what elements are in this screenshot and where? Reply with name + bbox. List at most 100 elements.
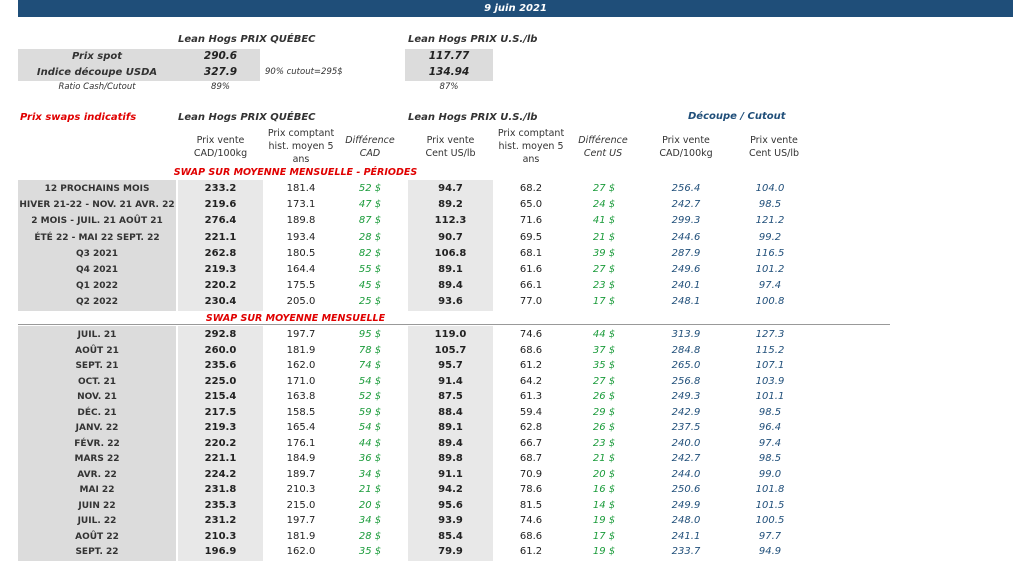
us-sale-cell: 95.7	[438, 360, 463, 371]
swaps-cutout-header: Découpe / Cutout	[688, 111, 786, 122]
us-diff-cell: 19 $	[592, 515, 616, 526]
row-label-cell: MAI 22	[79, 485, 115, 495]
us-sale-cell: 106.8	[434, 247, 467, 259]
us-sale-cell: 89.2	[438, 199, 463, 211]
qc-hist-cell: 215.0	[286, 499, 316, 511]
section-divider	[18, 324, 890, 325]
cutout-us-cell: 98.5	[758, 199, 782, 211]
qc-diff-cell: 44 $	[358, 437, 382, 449]
us-hist-cell: 81.5	[519, 499, 543, 511]
cutout-us-value: 134.94	[428, 66, 470, 78]
qc-hist-cell: 162.0	[286, 546, 316, 557]
cutout-cad-cell: 242.7	[671, 199, 701, 211]
qc-hist-cell: 171.0	[286, 375, 316, 387]
us-hist-cell: 78.6	[519, 484, 543, 495]
section-periods-title: SWAP SUR MOYENNE MENSUELLE - PÉRIODES	[173, 167, 418, 178]
us-diff-cell: 23 $	[592, 280, 616, 292]
col-qc-hist-head: Prix comptant hist. moyen 5 ans	[267, 128, 335, 165]
qc-sale-cell: 224.2	[204, 468, 237, 480]
cutout-cad-cell: 248.1	[671, 296, 701, 308]
table-row: DÉC. 21 217.5 158.5 59 $ 88.4 59.4 29 $ 242.9 98…	[18, 405, 818, 421]
qc-sale-cell: 220.2	[204, 437, 237, 449]
row-label-cell: SEPT. 21	[75, 361, 119, 371]
table-row: AOÛT 22 210.3 181.9 28 $ 85.4 68.6 17 $ 241.1 97…	[18, 529, 818, 545]
periods-us-bg	[408, 180, 493, 311]
qc-sale-cell: 221.1	[204, 231, 237, 243]
us-hist-cell: 65.0	[519, 199, 543, 211]
us-sale-cell: 90.7	[438, 231, 463, 243]
qc-diff-cell: 54 $	[358, 422, 382, 433]
qc-sale-cell: 219.3	[204, 422, 237, 433]
qc-sale-cell: 217.5	[204, 406, 237, 418]
table-row: 12 PROCHAINS MOIS 233.2 181.4 52 $ 94.7 68.2 2…	[18, 181, 818, 197]
us-sale-cell: 91.4	[438, 375, 463, 387]
us-diff-cell: 17 $	[592, 530, 616, 542]
cutout-us-cell: 101.5	[755, 499, 785, 511]
table-row: AOÛT 21 260.0 181.9 78 $ 105.7 68.6 37 $ 284.8 1…	[18, 343, 818, 359]
qc-diff-cell: 45 $	[358, 280, 382, 292]
table-row: Q4 2021 219.3 164.4 55 $ 89.1 61.6 27 $ 249.6 10…	[18, 262, 818, 278]
cutout-cad-cell: 242.7	[671, 453, 701, 464]
qc-hist-cell: 189.7	[286, 468, 316, 480]
swaps-quebec-header: Lean Hogs PRIX QUÉBEC	[178, 112, 316, 123]
cutout-cad-cell: 244.0	[671, 468, 701, 480]
table-row: JUIL. 21 292.8 197.7 95 $ 119.0 74.6 44 $ 313.9…	[18, 327, 818, 343]
table-row: 2 MOIS - JUIL. 21 AOÛT 21 276.4 189.8 87 $ 1…	[18, 213, 818, 229]
us-sale-cell: 91.1	[438, 468, 463, 480]
row-label-cell: JUIN 22	[78, 500, 116, 511]
qc-diff-cell: 74 $	[358, 360, 382, 371]
us-sale-cell: 94.2	[438, 484, 463, 495]
cutout-us-cell: 97.4	[758, 437, 782, 449]
row-label-cell: Q2 2022	[75, 297, 119, 308]
us-sale-cell: 89.1	[438, 264, 463, 275]
qc-hist-cell: 181.4	[286, 183, 316, 194]
us-diff-cell: 44 $	[592, 329, 616, 340]
qc-hist-cell: 197.7	[286, 329, 316, 340]
row-label-cell: NOV. 21	[77, 392, 117, 402]
us-sale-cell: 89.1	[438, 422, 463, 433]
table-row: SEPT. 21 235.6 162.0 74 $ 95.7 61.2 35 $ 265.0 1…	[18, 358, 818, 374]
row-label-cell: HIVER 21-22 - NOV. 21 AVR. 22	[19, 200, 175, 211]
us-hist-cell: 68.1	[519, 247, 543, 259]
row-label-cell: 12 PROCHAINS MOIS	[44, 184, 150, 194]
us-sale-cell: 89.8	[438, 453, 463, 464]
qc-hist-cell: 181.9	[286, 344, 316, 356]
us-hist-cell: 68.6	[519, 530, 543, 542]
us-sale-cell: 93.6	[438, 296, 463, 308]
cutout-cad-cell: 299.3	[671, 215, 701, 227]
us-diff-cell: 39 $	[592, 247, 616, 259]
col-us-hist-head: Prix comptant hist. moyen 5 ans	[497, 128, 565, 165]
qc-hist-cell: 193.4	[286, 231, 316, 243]
spot-qc-value: 290.6	[203, 50, 238, 62]
us-hist-cell: 66.1	[519, 280, 543, 292]
qc-sale-cell: 215.4	[204, 391, 237, 402]
months-label-bg	[18, 326, 176, 561]
table-row: AVR. 22 224.2 189.7 34 $ 91.1 70.9 20 $ 244.0 99…	[18, 467, 818, 483]
us-hist-cell: 61.3	[519, 391, 543, 402]
table-row: MARS 22 221.1 184.9 36 $ 89.8 68.7 21 $ 242.7 98…	[18, 451, 818, 467]
row-label-cell: AOÛT 21	[75, 345, 119, 356]
section-months-title: SWAP SUR MOYENNE MENSUELLE	[205, 313, 386, 324]
qc-hist-cell: 175.5	[286, 280, 316, 292]
cutout-cad-cell: 248.0	[671, 515, 701, 526]
qc-diff-cell: 34 $	[358, 515, 382, 526]
row-label-cell: JUIL. 21	[77, 330, 117, 340]
us-diff-cell: 27 $	[592, 264, 616, 275]
qc-sale-cell: 292.8	[204, 329, 237, 340]
us-sale-cell: 89.4	[438, 437, 463, 449]
table-row: JUIL. 22 231.2 197.7 34 $ 93.9 74.6 19 $ 248.0 1…	[18, 513, 818, 529]
table-row: HIVER 21-22 - NOV. 21 AVR. 22 219.6 173.1 4…	[18, 197, 818, 213]
qc-sale-cell: 210.3	[204, 530, 237, 542]
qc-hist-cell: 165.4	[286, 422, 316, 433]
qc-sale-cell: 262.8	[204, 247, 237, 259]
ratio-label: Ratio Cash/Cutout	[58, 82, 136, 92]
cutout-cad-cell: 313.9	[671, 329, 701, 340]
us-diff-cell: 35 $	[592, 360, 616, 371]
qc-hist-cell: 181.9	[286, 530, 316, 542]
row-label-cell: SEPT. 22	[75, 547, 119, 557]
us-hist-cell: 64.2	[519, 375, 543, 387]
cutout-us-cell: 121.2	[755, 215, 785, 227]
qc-hist-cell: 210.3	[286, 484, 316, 495]
periods-qc-bg	[178, 180, 263, 311]
us-hist-cell: 68.2	[519, 183, 543, 194]
